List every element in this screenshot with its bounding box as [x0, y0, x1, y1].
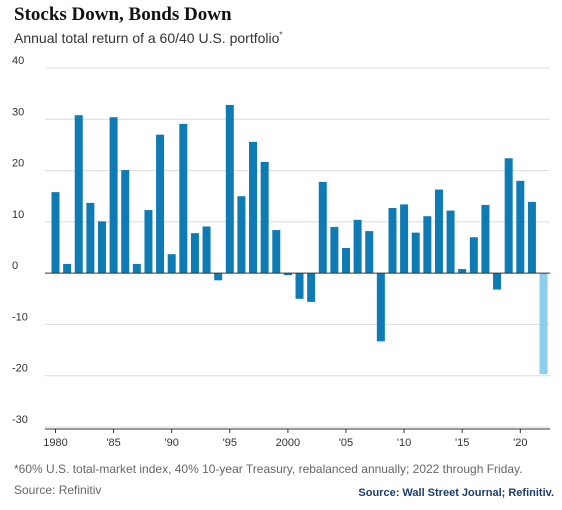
bar-2005: [342, 248, 350, 274]
bar-2021: [527, 201, 536, 274]
bar-1986: [121, 170, 130, 274]
bar-2002: [307, 273, 316, 302]
bar-2010: [400, 204, 409, 274]
bar-1999: [272, 230, 281, 274]
bar-2016: [469, 237, 478, 274]
bar-2006: [353, 219, 362, 274]
source-note: Source: Refinitiv: [14, 483, 102, 497]
chart-subtitle: Annual total return of a 60/40 U.S. port…: [14, 30, 283, 46]
bar-2012: [423, 216, 432, 274]
x-tick-label: '10: [397, 437, 411, 449]
y-tick-label: 40: [12, 55, 24, 67]
bar-1995: [225, 104, 234, 274]
bar-1985: [109, 117, 118, 274]
x-tick-label: '90: [165, 437, 179, 449]
bar-1998: [260, 161, 269, 274]
bar-1983: [86, 202, 95, 274]
x-tick-label: '95: [223, 437, 237, 449]
bar-1997: [249, 141, 258, 274]
bar-2009: [388, 208, 397, 274]
bar-2001: [295, 273, 304, 299]
bar-2022: [539, 273, 548, 375]
bar-1990: [167, 254, 176, 274]
bar-2014: [446, 210, 455, 274]
bar-1989: [156, 134, 165, 274]
bar-1992: [190, 233, 199, 274]
bar-1996: [237, 196, 246, 274]
x-tick-label: '20: [513, 437, 527, 449]
x-tick-label: '05: [339, 437, 353, 449]
x-tick-label: '15: [455, 437, 469, 449]
x-tick-label: 2000: [276, 437, 300, 449]
bar-1994: [214, 273, 223, 281]
bar-2015: [458, 269, 467, 274]
bar-1987: [132, 263, 141, 274]
y-tick-label: -20: [12, 363, 28, 375]
bar-2013: [434, 189, 443, 274]
y-tick-label: 20: [12, 158, 24, 170]
bar-2011: [411, 232, 420, 274]
bar-1980: [51, 192, 60, 274]
y-tick-label: 0: [12, 260, 18, 272]
source-credit: Source: Wall Street Journal; Refinitiv.: [358, 487, 554, 499]
bar-2003: [318, 181, 327, 274]
bar-2017: [481, 204, 490, 274]
footnote: *60% U.S. total-market index, 40% 10-yea…: [14, 462, 523, 476]
bar-2018: [493, 273, 502, 290]
bar-2004: [330, 226, 339, 274]
bar-1981: [63, 263, 72, 274]
bar-chart: 40 30 20 10 0 -10 -20 -30 1980 '85 '90 '95 2000 '05 '1…: [12, 55, 550, 449]
bar-1991: [179, 123, 188, 274]
bar-1993: [202, 226, 211, 274]
y-tick-label: -30: [12, 414, 28, 426]
bar-2007: [365, 231, 374, 274]
x-tick-label: '85: [106, 437, 120, 449]
bar-2019: [504, 158, 513, 274]
bar-1988: [144, 210, 153, 274]
y-tick-label: 30: [12, 106, 24, 118]
x-tick-label: 1980: [43, 437, 67, 449]
y-tick-label: 10: [12, 209, 24, 221]
chart-title: Stocks Down, Bonds Down: [14, 4, 232, 25]
y-tick-label: -10: [12, 311, 28, 323]
bar-2008: [376, 273, 385, 342]
bar-2000: [283, 273, 292, 276]
bar-2020: [516, 180, 525, 274]
bar-1982: [74, 115, 83, 274]
bar-1984: [97, 221, 106, 274]
